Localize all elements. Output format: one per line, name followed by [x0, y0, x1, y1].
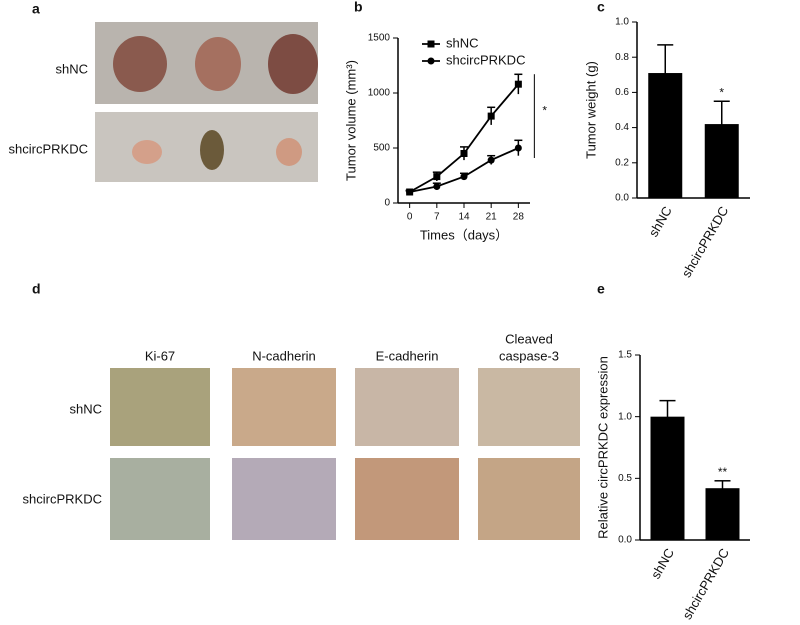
- y-tick-label: 500: [373, 143, 390, 154]
- panel-label: c: [597, 0, 605, 15]
- y-axis-label: Relative circPRKDC expression: [595, 356, 610, 539]
- row-label: shcircPRKDC: [9, 141, 88, 156]
- panel-label: d: [32, 281, 41, 297]
- point: [433, 173, 441, 181]
- y-tick-label: 1.5: [618, 350, 632, 361]
- y-axis-label: Tumor weight (g): [583, 61, 598, 159]
- x-tick-label: 7: [434, 212, 440, 223]
- tumor: [113, 36, 167, 92]
- y-tick-label: 1500: [368, 33, 391, 44]
- tumor: [200, 130, 224, 170]
- y-tick-label: 1.0: [618, 411, 632, 422]
- ihc-image: [478, 458, 580, 540]
- y-tick-label: 0.0: [618, 535, 632, 546]
- y-tick-label: 0.6: [615, 87, 629, 98]
- column-label: E-cadherin: [376, 348, 439, 363]
- column-label: Ki-67: [145, 348, 175, 363]
- x-tick-label: 14: [458, 212, 470, 223]
- x-tick-label: 28: [513, 212, 525, 223]
- point: [406, 188, 414, 196]
- y-tick-label: 0.5: [618, 473, 632, 484]
- y-tick-label: 1000: [368, 88, 391, 99]
- point: [487, 112, 495, 120]
- ihc-image: [110, 458, 210, 540]
- column-label: caspase-3: [499, 348, 559, 363]
- row-label: shNC: [69, 401, 102, 416]
- bar: [650, 416, 685, 540]
- y-tick-label: 0.2: [615, 157, 629, 168]
- ihc-image: [232, 368, 336, 446]
- significance-label: *: [719, 85, 724, 99]
- x-tick-label: shcircPRKDC: [679, 204, 732, 280]
- tumor: [276, 138, 302, 166]
- point: [514, 144, 522, 152]
- ihc-image: [232, 458, 336, 540]
- panel-label: a: [32, 1, 40, 17]
- tumor: [268, 34, 318, 94]
- point: [460, 150, 468, 157]
- y-tick-label: 1.0: [615, 17, 629, 28]
- y-tick-label: 0: [384, 198, 390, 209]
- y-tick-label: 0.8: [615, 52, 629, 63]
- tumor: [132, 140, 162, 164]
- x-tick-label: 21: [486, 212, 498, 223]
- row-label: shcircPRKDC: [23, 491, 102, 506]
- ihc-images: [110, 368, 580, 540]
- legend-label: shNC: [446, 35, 479, 50]
- x-axis-label: Times（days）: [420, 227, 508, 242]
- x-tick-label: shNC: [648, 546, 677, 582]
- bar: [705, 488, 740, 540]
- ihc-image: [355, 458, 459, 540]
- x-tick-label: 0: [407, 212, 413, 223]
- point: [433, 183, 441, 190]
- ihc-image: [478, 368, 580, 446]
- panel-label: b: [354, 0, 363, 15]
- column-label: Cleaved: [505, 331, 553, 346]
- point: [514, 80, 522, 88]
- x-tick-label: shNC: [646, 204, 675, 240]
- x-tick-label: shcircPRKDC: [679, 546, 732, 622]
- y-tick-label: 0.4: [615, 122, 629, 133]
- y-axis-label: Tumor volume (mm³): [343, 60, 358, 181]
- legend-label: shcircPRKDC: [446, 52, 525, 67]
- legend-marker: [427, 57, 435, 65]
- significance-label: *: [542, 103, 547, 117]
- ihc-image: [355, 368, 459, 446]
- significance-label: **: [718, 465, 728, 479]
- tumor: [195, 37, 241, 91]
- y-tick-label: 0.0: [615, 193, 629, 204]
- row-label: shNC: [55, 61, 88, 76]
- column-label: N-cadherin: [252, 348, 316, 363]
- panel-label: e: [597, 281, 605, 297]
- legend-marker: [427, 40, 435, 48]
- point: [460, 173, 468, 181]
- ihc-image: [110, 368, 210, 446]
- point: [487, 156, 495, 164]
